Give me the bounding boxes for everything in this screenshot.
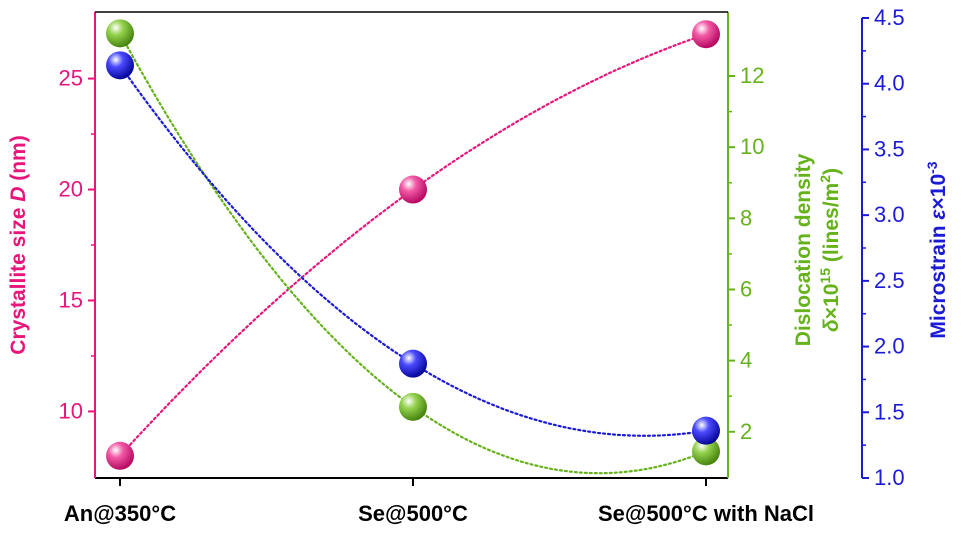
crystallite-point	[692, 20, 720, 49]
left-tick-label: 15	[59, 287, 83, 312]
dislocation-point	[399, 392, 427, 421]
x-category-label: Se@500°C	[358, 501, 468, 526]
microstrain-trend-line	[118, 64, 708, 437]
x-category-label: An@350°C	[64, 501, 176, 526]
microstrain-point	[692, 416, 720, 445]
right-axis-1-title-line2: δ×1015 (lines/m2)	[817, 168, 843, 332]
right1-tick-label: 6	[740, 276, 752, 301]
microstrain-point	[399, 349, 427, 378]
dislocation-point	[692, 437, 720, 466]
right2-tick-label: 2.0	[874, 334, 905, 359]
data-points	[106, 19, 720, 470]
right1-tick-label: 10	[740, 134, 764, 159]
right1-tick-label: 2	[740, 419, 752, 444]
right2-tick-label: 1.0	[874, 465, 905, 490]
crystallite-point	[399, 175, 427, 204]
right2-tick-label: 4.5	[874, 5, 905, 30]
left-tick-label: 10	[59, 398, 83, 423]
left-tick-label: 20	[59, 177, 83, 202]
right1-tick-label: 8	[740, 205, 752, 230]
right2-tick-label: 1.5	[874, 399, 905, 424]
right2-tick-label: 4.0	[874, 71, 905, 96]
right-axis-2-title: Microstrain ε×10-3	[924, 161, 950, 338]
left-axis-title: Crystallite size D (nm)	[7, 135, 30, 354]
microstrain-point	[106, 51, 134, 80]
right2-tick-label: 2.5	[874, 268, 905, 293]
x-category-label: Se@500°C with NaCl	[598, 501, 814, 526]
left-tick-label: 25	[59, 66, 83, 91]
right1-tick-label: 4	[740, 348, 752, 373]
crystallite-point	[106, 441, 134, 470]
right1-tick-label: 12	[740, 63, 764, 88]
dislocation-point	[106, 19, 134, 48]
crystallite-trend-line	[118, 33, 708, 457]
right2-tick-label: 3.0	[874, 202, 905, 227]
right-axis-1-title-line1: Dislocation density	[792, 153, 815, 346]
right2-tick-label: 3.5	[874, 136, 905, 161]
tick-marks: 10 15 20 25 2 4 6 8 10 12 1.0 1.5 2.0 2.5 3.0 3.5 4.0 4.5	[59, 5, 905, 490]
